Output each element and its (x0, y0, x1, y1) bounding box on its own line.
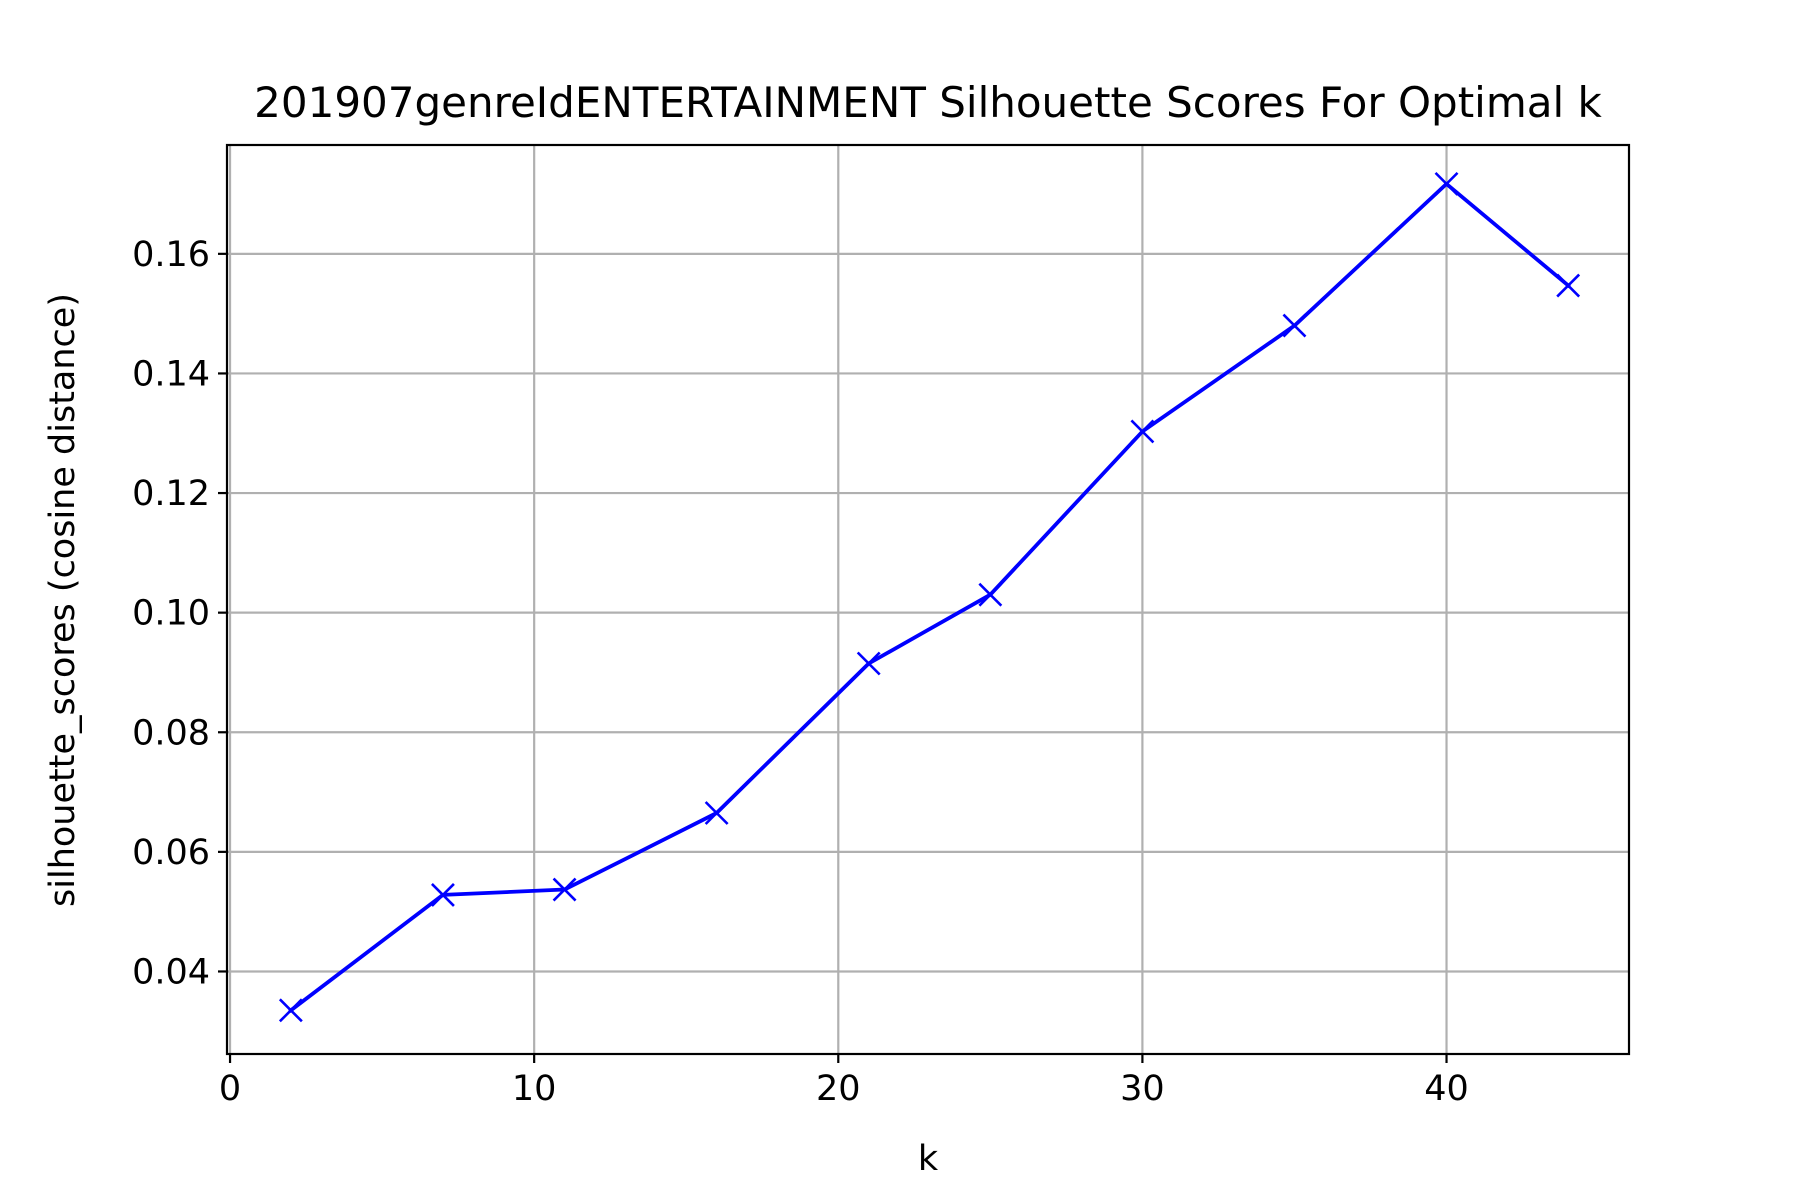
x-axis-label: k (918, 1139, 939, 1179)
y-tick-label: 0.06 (132, 833, 210, 873)
data-point-marker (1556, 273, 1581, 298)
data-point-marker (1130, 419, 1155, 444)
grid (227, 145, 1629, 1054)
y-tick-label: 0.08 (132, 713, 210, 753)
x-tick-label: 0 (219, 1069, 241, 1109)
y-tick-label: 0.16 (132, 235, 210, 275)
series-group (278, 171, 1581, 1023)
x-tick-label: 20 (816, 1069, 861, 1109)
chart-title: 201907genreIdENTERTAINMENT Silhouette Sc… (254, 78, 1602, 127)
data-point-marker (704, 801, 729, 825)
x-tick-label: 30 (1120, 1069, 1165, 1109)
data-point-marker (1434, 171, 1459, 196)
x-tick-label: 40 (1424, 1069, 1469, 1109)
series-line (288, 181, 1571, 1013)
data-point-marker (1282, 313, 1307, 338)
data-point-marker (552, 877, 577, 902)
y-tick-label: 0.10 (132, 594, 210, 634)
x-tick-label: 10 (512, 1069, 557, 1109)
y-axis-label: silhouette_scores (cosine distance) (43, 293, 83, 907)
data-point-marker (978, 582, 1003, 607)
y-tick-label: 0.04 (132, 952, 210, 992)
data-point-marker (278, 998, 303, 1023)
y-tick-label: 0.12 (132, 474, 210, 514)
axis-ticks: 0 10 20 30 40 0.04 0.06 0.08 0.10 0.12 0.14 0.16 (132, 235, 1469, 1109)
data-point-marker (431, 883, 455, 907)
plot-frame (225, 143, 1631, 1056)
y-tick-label: 0.14 (132, 354, 210, 394)
data-point-marker (856, 651, 881, 676)
